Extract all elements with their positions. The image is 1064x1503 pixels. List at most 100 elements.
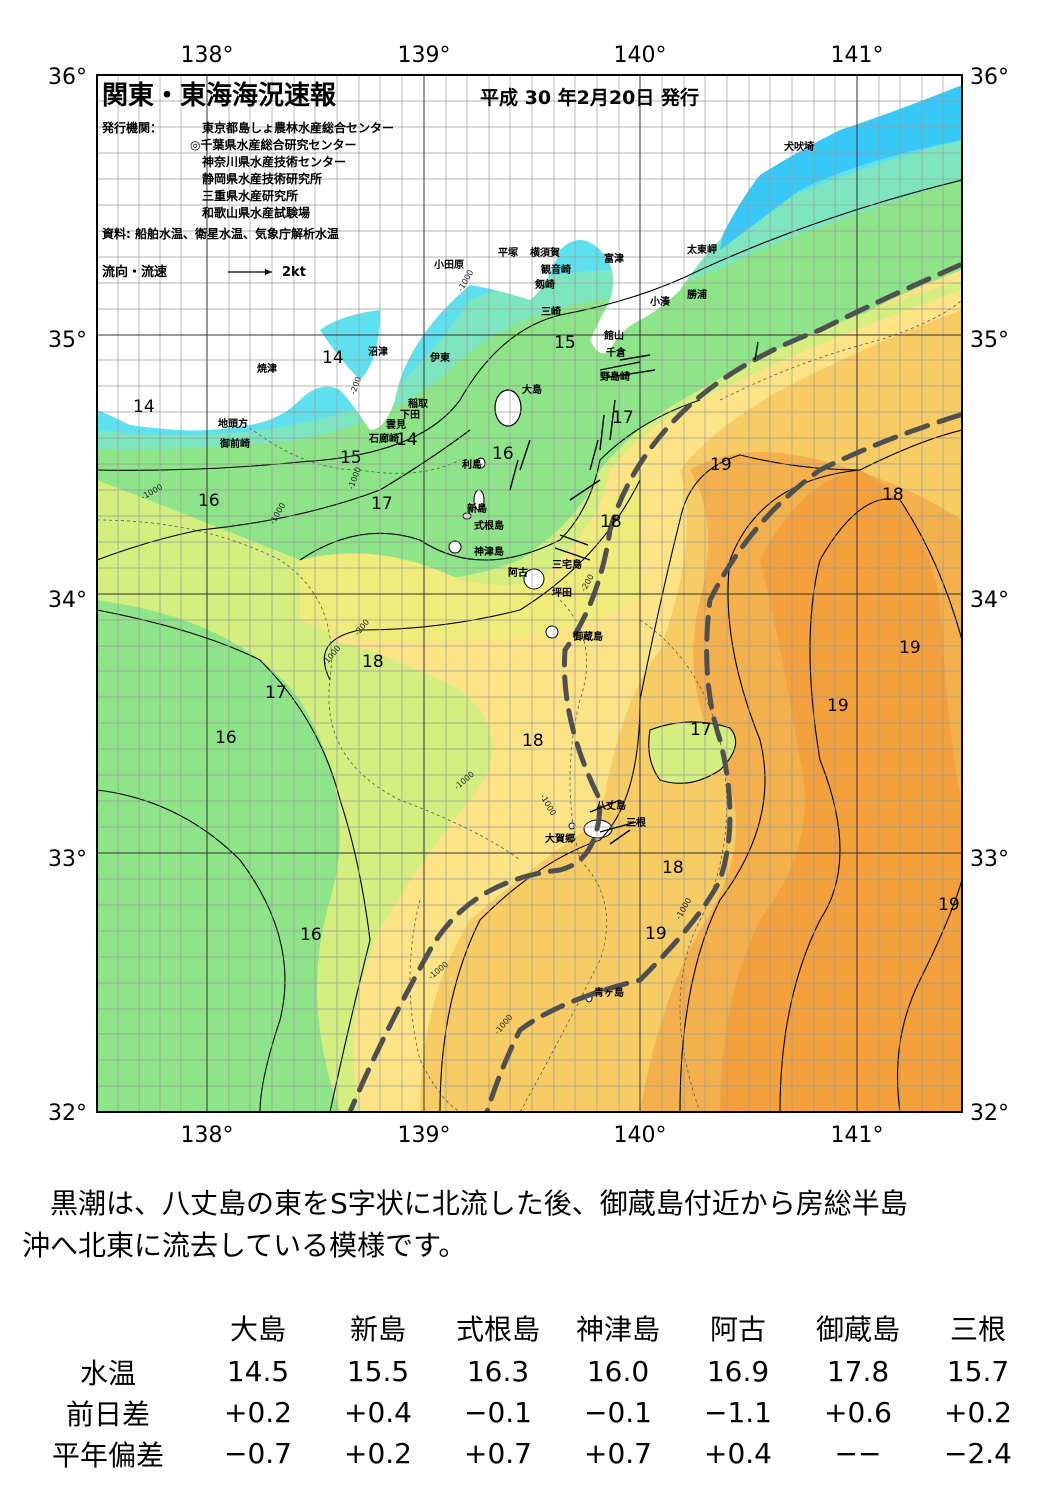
lat-label-left: 34°	[48, 588, 87, 613]
issuer-item: 東京都島しょ農林水産総合センター	[202, 120, 394, 135]
isotherm-label: 17	[690, 720, 712, 740]
sst-zone-17-5	[300, 470, 640, 643]
isotherm-label: 16	[492, 444, 514, 464]
place-name: 八丈島	[595, 799, 626, 812]
table-row: 水温 14.5 15.5 16.3 16.0 16.9 17.8 15.7	[18, 1351, 1038, 1392]
lon-label-bottom: 141°	[831, 1123, 884, 1148]
isotherm-label: 17	[612, 408, 634, 428]
issuer-item: 静岡県水産技術研究所	[202, 171, 322, 186]
lat-label-right: 35°	[970, 328, 1009, 353]
place-name: 焼津	[257, 362, 277, 375]
flow-legend-label: 流向・流速	[102, 264, 167, 280]
place-name: 青ヶ島	[594, 986, 624, 999]
table-cell: +0.6	[824, 1396, 892, 1429]
place-name: 大賀郷	[545, 832, 575, 845]
place-name: 小田原	[433, 258, 464, 271]
place-name: 館山	[603, 329, 624, 342]
table-cell: +0.2	[344, 1437, 412, 1470]
place-name: 富津	[604, 252, 624, 265]
table-column-header: 大島	[229, 1313, 286, 1346]
table-cell: 15.7	[946, 1355, 1010, 1388]
place-name: 大島	[522, 383, 542, 396]
isotherm-label: 19	[710, 455, 732, 475]
fine-grid	[97, 75, 962, 1112]
table-cell: −2.4	[944, 1437, 1012, 1470]
place-name: 伊東	[429, 351, 450, 364]
lat-label-right: 34°	[970, 588, 1009, 613]
lon-label-top: 139°	[398, 43, 451, 68]
island-toshima	[476, 457, 486, 469]
depth-contours	[97, 299, 962, 1112]
issuer-item: 和歌山県水産試験場	[201, 205, 310, 220]
axis-left-labels: 36° 35° 34° 33° 32°	[48, 65, 87, 1126]
lon-label-top: 140°	[614, 43, 667, 68]
place-name: 勝浦	[687, 288, 707, 301]
table-header-row: 大島 新島 式根島 神津島 阿古 御蔵島 三根	[18, 1305, 1038, 1351]
table-column-header: 神津島	[575, 1313, 660, 1346]
place-name: 利島	[462, 458, 482, 471]
table-column-header: 阿古	[709, 1313, 766, 1346]
isotherm-label: 18	[882, 485, 904, 505]
place-name: 御蔵島	[572, 630, 603, 643]
table-column-header: 新島	[349, 1313, 406, 1346]
place-name: 下田	[400, 409, 420, 421]
place-name: 新島	[467, 502, 487, 515]
place-name: 地頭方	[218, 417, 248, 430]
isotherm-label: 14	[133, 397, 155, 417]
isotherm-label: 18	[522, 731, 544, 751]
isotherm-label: 14	[396, 430, 418, 450]
table-cell: 15.5	[346, 1355, 410, 1388]
lon-label-top: 141°	[831, 43, 884, 68]
table-cell: −−	[834, 1437, 882, 1470]
table-cell: +0.7	[464, 1437, 532, 1470]
land-mass	[97, 75, 962, 431]
isotherm-label: 19	[827, 696, 849, 716]
table-cell: 17.8	[826, 1355, 890, 1388]
place-name: 観音崎	[541, 263, 571, 276]
current-arrows	[509, 341, 759, 845]
isotherm-label: 19	[645, 924, 667, 944]
isotherm-lines	[97, 179, 962, 1112]
table-cell: +0.2	[944, 1396, 1012, 1429]
isotherm-label: 18	[600, 512, 622, 532]
place-name: 稲取	[408, 397, 429, 410]
place-name: 犬吠埼	[784, 140, 814, 153]
row-label: 水温	[79, 1356, 136, 1390]
place-name: 太東岬	[686, 243, 717, 256]
table-cell: −0.1	[584, 1396, 652, 1429]
lat-label-right: 32°	[970, 1101, 1009, 1126]
isotherm-label: 19	[899, 638, 921, 658]
place-name: 野島崎	[600, 370, 630, 383]
place-name: 神津島	[474, 545, 504, 558]
issuer-item: ◎千葉県水産総合研究センター	[190, 137, 356, 152]
place-name: 坪田	[552, 586, 572, 599]
isotherm-label: 18	[362, 652, 384, 672]
island-miyakejima	[523, 568, 545, 590]
isotherm-label: 16	[300, 925, 322, 945]
summary-line: 沖へ北東に流去している模様です。	[22, 1229, 467, 1262]
place-name: 御前崎	[219, 437, 250, 450]
issuers-label: 発行機関：	[101, 120, 162, 135]
lat-label-left: 33°	[48, 847, 87, 872]
sst-zone-19-core	[720, 470, 962, 1112]
place-name: 沼津	[368, 345, 388, 358]
table-cell: +0.4	[704, 1437, 772, 1470]
table-cell: −1.1	[704, 1396, 772, 1429]
isotherm-labels: 14 14 14 15 15 15 16 16 16 16 16 17 17 1…	[133, 333, 960, 945]
issue-date: 平成 30 年2月20日 発行	[480, 86, 699, 109]
issuer-item: 神奈川県水産技術センター	[202, 154, 346, 169]
isotherm-label: 17	[265, 683, 287, 703]
sst-zone-17-eddy	[648, 721, 736, 784]
axis-right-labels: 36° 35° 34° 33° 32°	[970, 65, 1009, 1126]
place-name: 三根	[626, 816, 646, 829]
table-cell: −0.7	[224, 1437, 292, 1470]
place-name: 小湊	[649, 295, 671, 308]
table-corner	[18, 1305, 198, 1351]
isotherm-label: 17	[371, 494, 393, 514]
table-cell: 16.0	[586, 1355, 650, 1388]
isotherm-label: 19	[938, 895, 960, 915]
lon-label-bottom: 140°	[614, 1123, 667, 1148]
table-row: 平年偏差 −0.7 +0.2 +0.7 +0.7 +0.4 −− −2.4	[18, 1433, 1038, 1474]
issuer-item: 三重県水産研究所	[202, 188, 298, 203]
flow-legend-scale: 2kt	[282, 265, 306, 280]
